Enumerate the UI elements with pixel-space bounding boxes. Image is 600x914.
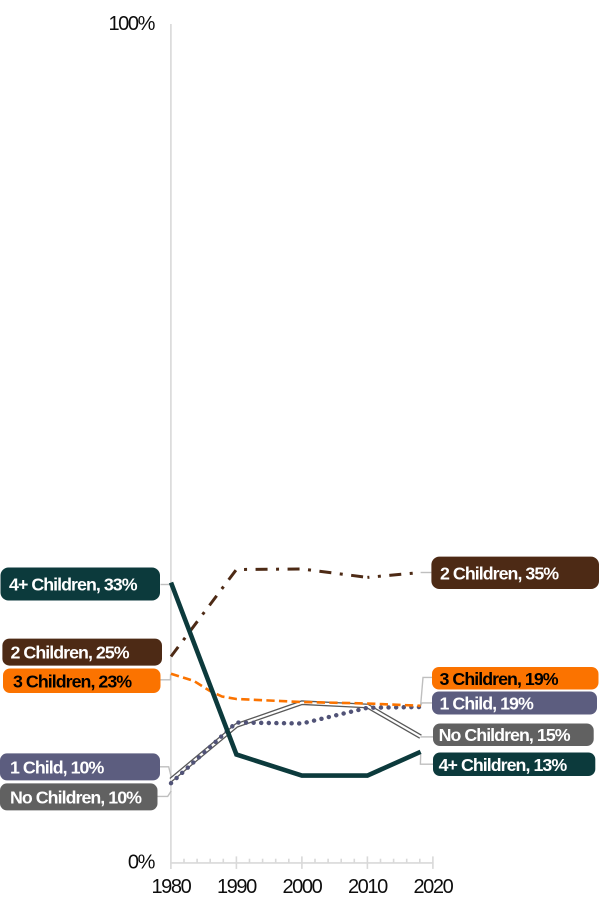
svg-text:No Children, 10%: No Children, 10% [10,788,142,808]
svg-text:2000: 2000 [282,876,322,898]
svg-text:3 Children, 19%: 3 Children, 19% [440,669,559,689]
svg-text:1 Child, 19%: 1 Child, 19% [440,694,534,714]
svg-text:1990: 1990 [217,876,257,898]
svg-text:2 Children, 35%: 2 Children, 35% [440,563,559,583]
svg-text:0%: 0% [128,852,156,874]
svg-text:2 Children, 25%: 2 Children, 25% [11,643,130,663]
svg-text:4+ Children, 13%: 4+ Children, 13% [439,755,568,775]
svg-text:4+ Children, 33%: 4+ Children, 33% [9,574,138,594]
svg-text:2010: 2010 [348,876,388,898]
svg-text:No Children, 15%: No Children, 15% [439,725,571,745]
svg-text:3 Children, 23%: 3 Children, 23% [13,671,132,691]
svg-text:2020: 2020 [413,876,453,898]
svg-text:1 Child, 10%: 1 Child, 10% [10,758,104,778]
svg-text:1980: 1980 [151,876,191,898]
svg-text:100%: 100% [108,13,155,35]
